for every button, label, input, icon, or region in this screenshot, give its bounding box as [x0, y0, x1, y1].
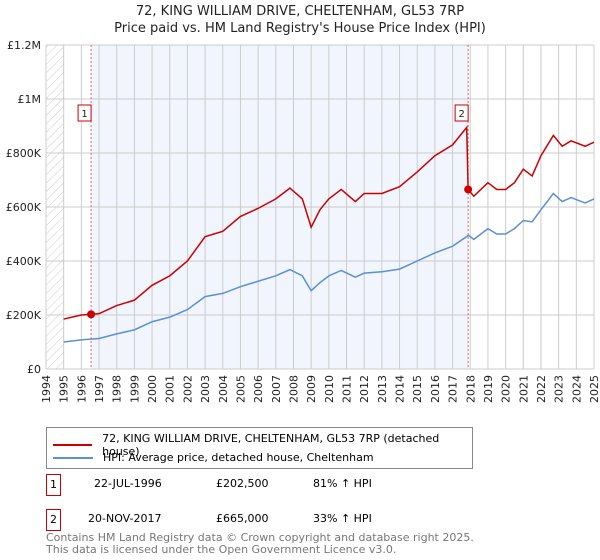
x-tick-label: 2019	[482, 375, 495, 403]
footer-line: This data is licensed under the Open Gov…	[46, 543, 397, 556]
x-tick-label: 2022	[535, 375, 548, 403]
x-tick-label: 2008	[287, 375, 300, 403]
x-tick-label: 2023	[553, 375, 566, 403]
x-tick-label: 2007	[270, 375, 283, 403]
plot-area: 1994 1995 1996 1997 1998 1999 2000 2001 2002 2003…	[6, 39, 600, 403]
sale-badge: 2	[46, 509, 61, 531]
x-tick-label: 2010	[323, 375, 336, 403]
x-tick-label: 2012	[358, 375, 371, 403]
y-tick-label: £200K	[6, 309, 42, 322]
x-tick-label: 2001	[164, 375, 177, 403]
x-tick-label: 1994	[40, 375, 53, 403]
sale-annotation-box	[454, 104, 469, 122]
chart-title: 72, KING WILLIAM DRIVE, CHELTENHAM, GL53…	[135, 4, 465, 19]
legend-swatch-property	[53, 444, 93, 446]
y-tick-label: £1M	[18, 93, 42, 106]
chart-subtitle: Price paid vs. HM Land Registry's House …	[114, 21, 486, 36]
x-tick-label: 2021	[517, 375, 530, 403]
x-tick-label: 2018	[464, 375, 477, 403]
x-tick-label: 2011	[341, 375, 354, 403]
x-tick-label: 2014	[394, 375, 407, 403]
x-tick-label: 1996	[75, 375, 88, 403]
x-tick-label: 2020	[500, 375, 513, 403]
legend-label-property: 72, KING WILLIAM DRIVE, CHELTENHAM, GL53…	[102, 432, 440, 458]
x-tick-label: 1999	[128, 375, 141, 403]
x-tick-label: 2006	[252, 375, 265, 403]
sale-price: £665,000	[216, 512, 269, 525]
sale-row-1: 1 22-JUL-1996 £202,500 81% ↑ HPI	[46, 474, 546, 496]
x-tick-label: 1998	[111, 375, 124, 403]
sale-point	[87, 310, 96, 319]
x-tick-label: 2024	[570, 375, 583, 403]
y-tick-label: £400K	[6, 255, 42, 268]
x-tick-label: 2005	[234, 375, 247, 403]
sale-annotation-label: 2	[458, 109, 464, 120]
sale-annotation-box	[77, 104, 92, 122]
x-tick-label: 2009	[305, 375, 318, 403]
x-tick-label: 2013	[376, 375, 389, 403]
footer-line: Contains HM Land Registry data © Crown c…	[46, 531, 474, 544]
x-tick-label: 2004	[217, 375, 230, 403]
sale-row-2: 2 20-NOV-2017 £665,000 33% ↑ HPI	[46, 509, 546, 531]
legend: 72, KING WILLIAM DRIVE, CHELTENHAM, GL53…	[46, 427, 473, 469]
property-price-line	[63, 125, 595, 320]
sale-point	[464, 185, 473, 194]
sale-annotation-label: 1	[81, 109, 87, 120]
x-tick-label: 2016	[429, 375, 442, 403]
legend-label-hpi: HPI: Average price, detached house, Chel…	[103, 451, 374, 464]
x-tick-label: 2000	[146, 375, 159, 403]
sale-hpi: 81% ↑ HPI	[313, 477, 372, 490]
legend-swatch-hpi	[53, 456, 93, 459]
y-tick-label: £600K	[6, 201, 42, 214]
x-tick-label: 1997	[93, 375, 106, 403]
x-tick-label: 2015	[411, 375, 424, 403]
x-tick-label: 1995	[58, 375, 71, 403]
sale-badge: 1	[46, 474, 61, 496]
x-tick-label: 2003	[199, 375, 212, 403]
sale-hpi: 33% ↑ HPI	[313, 512, 372, 525]
sale-price: £202,500	[216, 477, 269, 490]
x-tick-label: 2017	[447, 375, 460, 403]
y-tick-label: £0	[27, 363, 41, 376]
sale-date: 22-JUL-1996	[94, 477, 162, 490]
y-tick-label: £800K	[6, 147, 42, 160]
y-tick-label: £1.2M	[7, 39, 41, 52]
x-tick-label: 2002	[181, 375, 194, 403]
hpi-line	[63, 192, 595, 343]
sale-date: 20-NOV-2017	[88, 512, 162, 525]
footer: Contains HM Land Registry data © Crown c…	[46, 532, 474, 556]
x-tick-label: 2025	[588, 375, 600, 403]
